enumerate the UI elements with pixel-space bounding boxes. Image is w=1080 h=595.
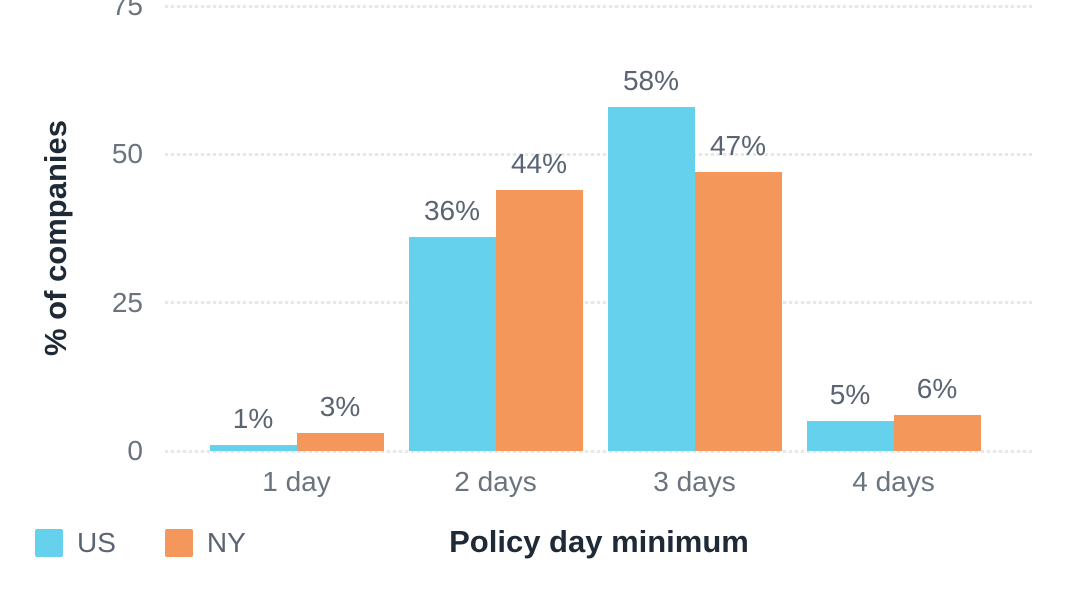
- x-axis-title: Policy day minimum: [449, 524, 749, 559]
- bar-ny-2-days: [495, 189, 583, 451]
- plot-area: 1% 3% 36% 44% 58% 47% 5% 6%: [165, 0, 1033, 453]
- legend-item-ny: NY: [164, 527, 246, 559]
- gridline-0: [165, 449, 1033, 453]
- y-tick-label-75: 75: [111, 0, 143, 21]
- legend-swatch-ny: [164, 529, 193, 557]
- legend-swatch-us: [35, 529, 63, 557]
- legend-label-ny: NY: [206, 527, 246, 558]
- bar-ny-1-day: [296, 433, 384, 451]
- bar-value-label-ny-1-day: 3%: [319, 391, 361, 423]
- bar-us-3-days: [607, 106, 695, 451]
- bar-value-label-us-2-days: 36%: [423, 195, 481, 227]
- bar-value-label-us-3-days: 58%: [622, 64, 680, 96]
- bar-us-4-days: [806, 421, 894, 451]
- bar-value-label-us-1-day: 1%: [232, 402, 274, 434]
- bar-value-label-ny-2-days: 44%: [510, 147, 568, 179]
- bar-us-2-days: [408, 237, 496, 451]
- bar-value-label-us-4-days: 5%: [829, 379, 871, 411]
- y-tick-label-50: 50: [111, 138, 143, 170]
- x-tick-label-3-days: 3 days: [653, 466, 736, 497]
- x-tick-label-1-day: 1 day: [262, 466, 331, 497]
- legend: US NY: [35, 527, 246, 559]
- gridline-50: [165, 152, 1033, 156]
- bar-us-1-day: [209, 445, 297, 451]
- legend-label-us: US: [77, 527, 116, 558]
- bar-ny-4-days: [893, 415, 981, 451]
- gridline-75: [165, 4, 1033, 8]
- bar-ny-3-days: [694, 172, 782, 451]
- bar-value-label-ny-3-days: 47%: [709, 129, 767, 161]
- y-tick-label-25: 25: [111, 286, 143, 318]
- bar-value-label-ny-4-days: 6%: [916, 373, 958, 405]
- x-tick-label-4-days: 4 days: [852, 466, 935, 497]
- y-tick-label-0: 0: [127, 435, 143, 466]
- gridline-25: [165, 301, 1033, 305]
- legend-item-us: US: [35, 527, 116, 559]
- x-tick-label-2-days: 2 days: [454, 466, 537, 497]
